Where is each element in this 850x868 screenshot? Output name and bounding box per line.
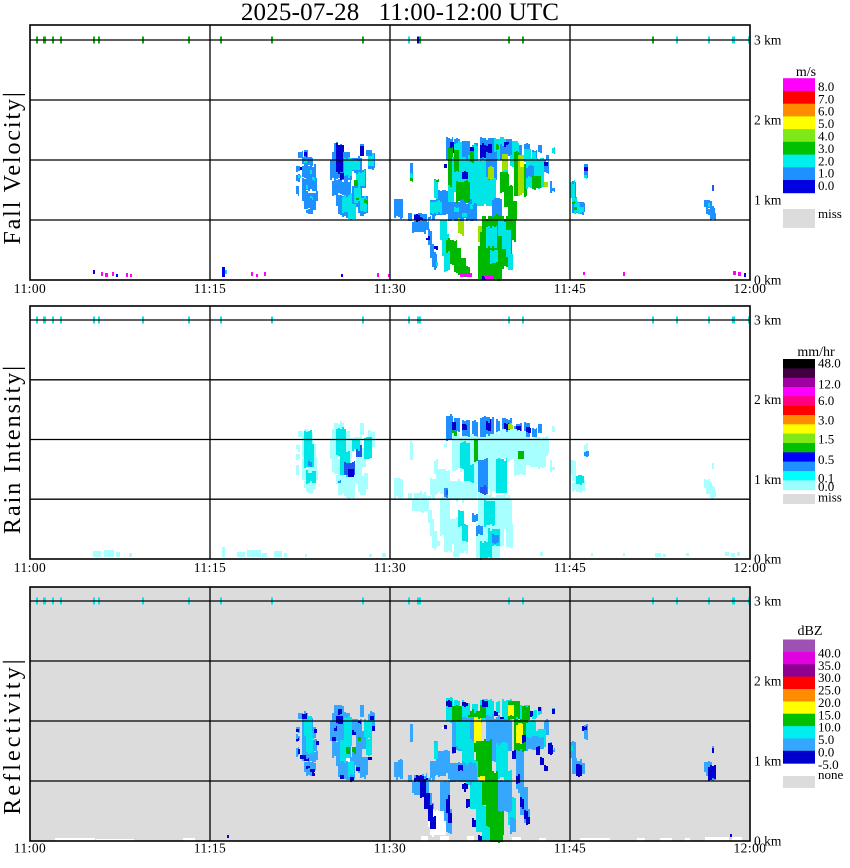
svg-text:0.1: 0.1 [818,471,834,486]
svg-text:3.0: 3.0 [818,413,834,428]
svg-text:6.0: 6.0 [818,393,834,408]
svg-text:30.0: 30.0 [818,670,841,685]
svg-text:11:30: 11:30 [374,841,407,856]
svg-text:11:45: 11:45 [554,841,587,856]
svg-text:11:15: 11:15 [194,281,227,296]
svg-text:0 km: 0 km [754,834,782,849]
svg-text:0 km: 0 km [754,273,782,288]
svg-text:miss: miss [818,490,842,505]
svg-text:12:00: 12:00 [733,560,766,575]
svg-text:11:00: 11:00 [14,841,47,856]
svg-text:35.0: 35.0 [818,658,841,673]
svg-text:3.0: 3.0 [818,141,834,156]
svg-text:Rain Intensity|: Rain Intensity| [0,364,26,534]
svg-text:0.0: 0.0 [818,744,834,759]
svg-text:miss: miss [818,206,842,221]
svg-text:12.0: 12.0 [818,377,841,392]
svg-text:3 km: 3 km [754,33,782,48]
svg-text:1.5: 1.5 [818,432,834,447]
svg-text:11:00: 11:00 [14,560,47,575]
svg-text:15.0: 15.0 [818,707,841,722]
svg-text:0 km: 0 km [754,552,782,567]
svg-text:1 km: 1 km [754,193,782,208]
svg-text:-5.0: -5.0 [818,757,839,772]
svg-text:11:30: 11:30 [374,281,407,296]
svg-text:5.0: 5.0 [818,732,834,747]
svg-text:2 km: 2 km [754,113,782,128]
svg-text:11:15: 11:15 [194,841,227,856]
svg-text:12:00: 12:00 [733,281,766,296]
svg-text:1 km: 1 km [754,754,782,769]
svg-text:dBZ: dBZ [798,624,823,639]
svg-text:8.0: 8.0 [818,79,834,94]
svg-text:Fall Velocity|: Fall Velocity| [0,90,26,244]
svg-text:4.0: 4.0 [818,129,834,144]
svg-text:11:45: 11:45 [554,560,587,575]
svg-text:2025-07-28 11:00-12:00 UTC: 2025-07-28 11:00-12:00 UTC [241,0,559,26]
svg-text:0.5: 0.5 [818,452,834,467]
svg-text:25.0: 25.0 [818,683,841,698]
svg-text:40.0: 40.0 [818,646,841,661]
svg-text:11:45: 11:45 [554,281,587,296]
svg-text:0.0: 0.0 [818,178,834,193]
svg-text:6.0: 6.0 [818,104,834,119]
svg-text:Reflectivity|: Reflectivity| [0,656,26,814]
svg-text:10.0: 10.0 [818,720,841,735]
svg-text:2 km: 2 km [754,674,782,689]
svg-text:2 km: 2 km [754,392,782,407]
svg-text:1 km: 1 km [754,472,782,487]
svg-text:11:00: 11:00 [14,281,47,296]
svg-text:m/s: m/s [796,65,816,80]
svg-text:none: none [818,767,844,782]
svg-text:mm/hr: mm/hr [797,345,835,360]
svg-text:11:30: 11:30 [374,560,407,575]
svg-text:3 km: 3 km [754,594,782,609]
svg-text:48.0: 48.0 [818,356,841,371]
svg-text:11:15: 11:15 [194,560,227,575]
svg-text:2.0: 2.0 [818,153,834,168]
svg-text:3 km: 3 km [754,313,782,328]
svg-text:7.0: 7.0 [818,91,834,106]
svg-text:5.0: 5.0 [818,116,834,131]
svg-text:12:00: 12:00 [733,841,766,856]
svg-text:1.0: 1.0 [818,166,834,181]
svg-text:20.0: 20.0 [818,695,841,710]
svg-text:0.0: 0.0 [818,479,834,494]
